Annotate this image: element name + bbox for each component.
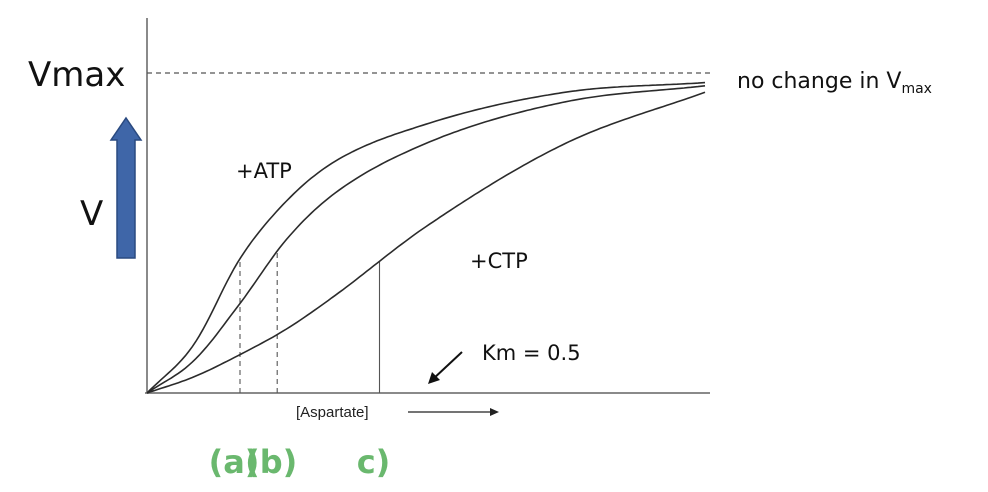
series-line-1 (146, 81, 706, 394)
x-axis-label: [Aspartate] (296, 404, 369, 421)
vmax-note-main: no change in V (737, 69, 901, 94)
series-line-2 (146, 85, 706, 394)
km-marker-label-3: c) (357, 443, 391, 481)
increase-arrow-icon (109, 116, 143, 259)
series-label-atp: +ATP (236, 159, 292, 183)
km-marker-label-1: (a) (209, 443, 260, 481)
x-axis-direction-arrow-icon (408, 408, 499, 416)
y-axis-label: V (80, 194, 103, 234)
km-marker-label-2: (b) (245, 443, 297, 481)
vmax-note-subscript: max (901, 81, 932, 97)
series-label-ctp: +CTP (470, 249, 528, 273)
km-pointer-arrow-icon (428, 351, 463, 384)
vmax-label: Vmax (28, 55, 125, 95)
vmax-note: no change in Vmax (737, 69, 932, 97)
series-line-3 (146, 91, 706, 394)
km-label: Km = 0.5 (482, 341, 581, 365)
